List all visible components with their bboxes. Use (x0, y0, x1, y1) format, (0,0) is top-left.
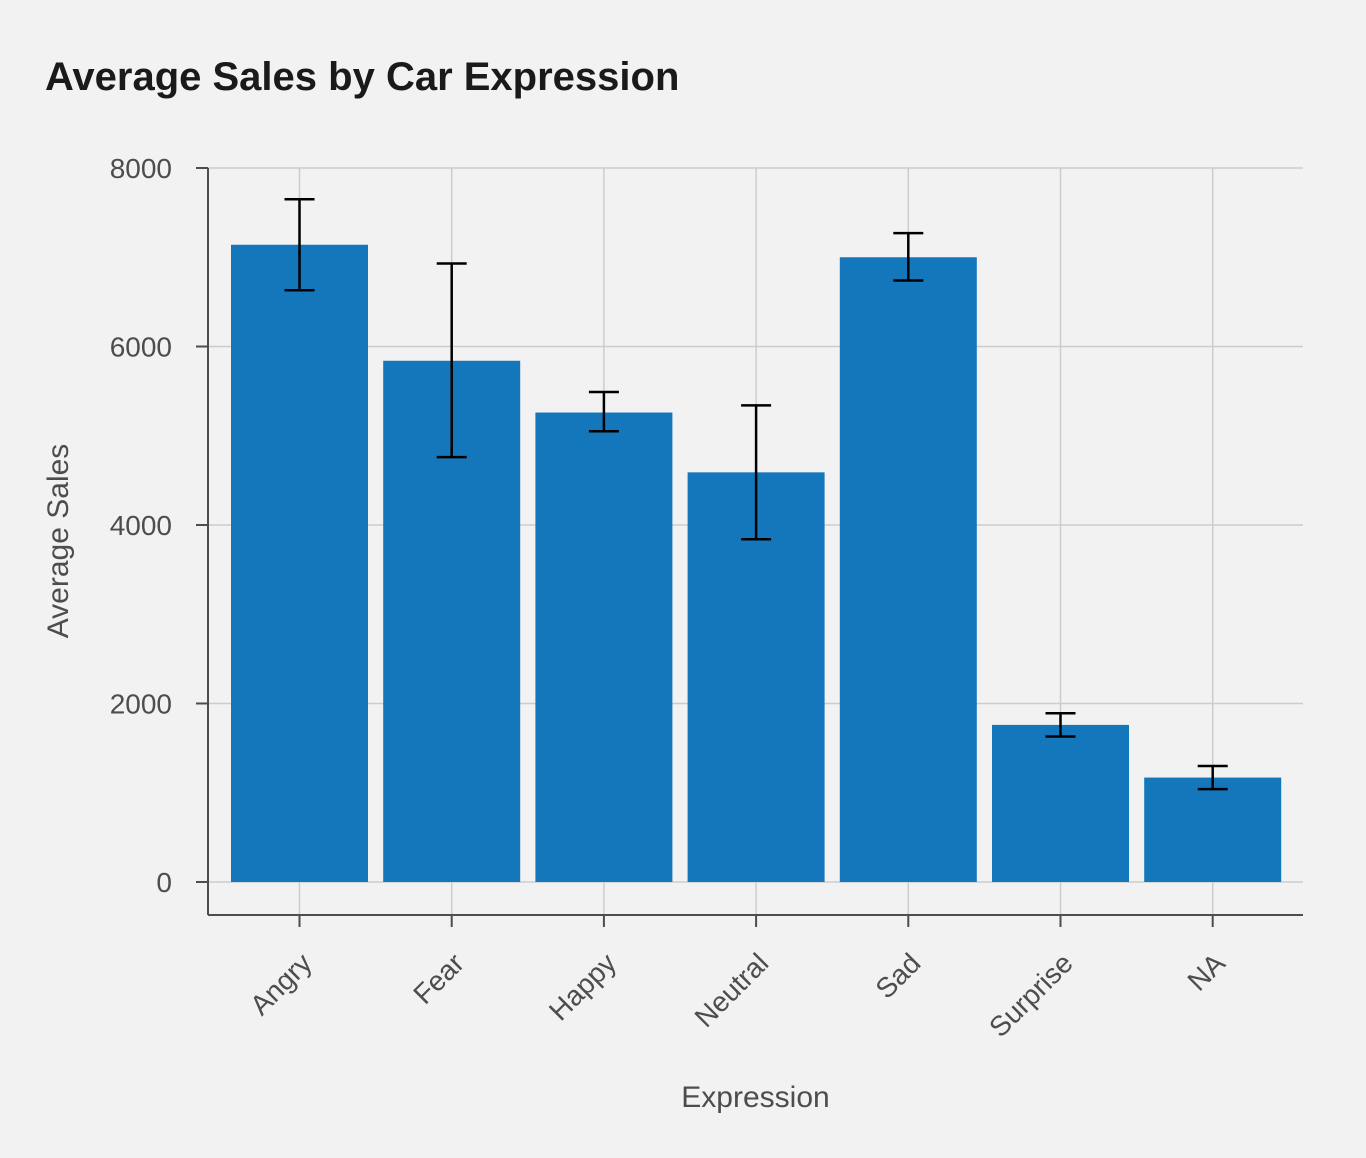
bar-neutral (687, 472, 825, 882)
chart-title: Average Sales by Car Expression (45, 55, 680, 99)
y-tick-label: 4000 (110, 510, 172, 541)
x-tick-label-angry: Angry (244, 947, 318, 1021)
y-tick-label: 8000 (110, 153, 172, 184)
y-tick-label: 2000 (110, 688, 172, 719)
bar-sad (839, 257, 977, 882)
bar-na (1144, 777, 1282, 882)
x-tick-label-sad: Sad (869, 947, 926, 1004)
x-tick-label-surprise: Surprise (983, 947, 1079, 1043)
x-tick-label-neutral: Neutral (689, 947, 775, 1033)
x-tick-label-na: NA (1182, 947, 1232, 997)
x-tick-label-happy: Happy (543, 947, 622, 1026)
x-axis-title: Expression (681, 1081, 829, 1114)
x-tick-label-fear: Fear (407, 947, 470, 1010)
y-tick-label: 6000 (110, 331, 172, 362)
y-axis-title: Average Sales (42, 444, 75, 639)
bar-surprise (992, 724, 1129, 882)
bar-happy (535, 412, 673, 882)
bar-angry (231, 244, 368, 882)
y-tick-label: 0 (156, 867, 172, 898)
